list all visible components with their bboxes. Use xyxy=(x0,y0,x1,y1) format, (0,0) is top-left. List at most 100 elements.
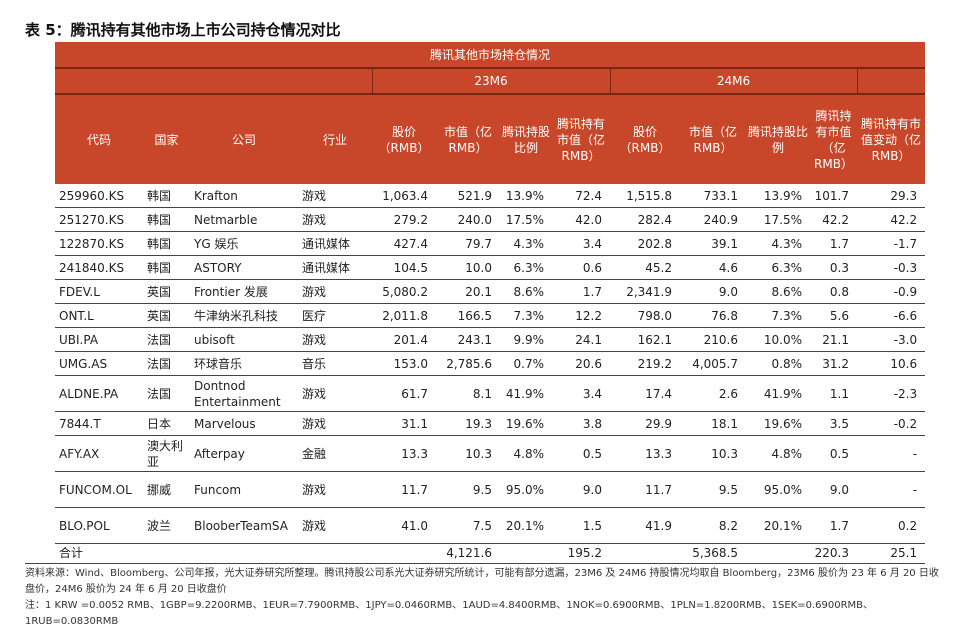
column-header: 市值（亿 RMB） xyxy=(436,94,500,184)
table-row: AFY.AX 澳大利亚 Afterpay 金融 13.3 10.3 4.8% 0.5 13.3 1… xyxy=(55,435,926,472)
table-cell: 41.9% xyxy=(746,375,810,412)
table-cell: 202.8 xyxy=(610,231,680,256)
table-cell: 法国 xyxy=(143,375,190,412)
total-cell: 195.2 xyxy=(567,546,602,560)
table-cell: 427.4 xyxy=(372,231,436,256)
table-cell: 韩国 xyxy=(143,231,190,256)
period-header-23m6: 23M6 xyxy=(371,68,611,95)
table-cell: 波兰 xyxy=(143,507,190,544)
table-cell: 122870.KS xyxy=(55,231,143,256)
table-cell: 29.3 xyxy=(857,184,926,208)
table-cell: 39.1 xyxy=(680,231,746,256)
table-cell: 澳大利亚 xyxy=(143,435,190,472)
table-cell: 72.4 xyxy=(552,184,610,208)
table-cell: 英国 xyxy=(143,279,190,304)
table-cell: 201.4 xyxy=(372,327,436,352)
table-cell: 10.0 xyxy=(436,255,500,280)
table-cell: 42.2 xyxy=(857,207,926,232)
table-row: 251270.KS 韩国 Netmarble 游戏 279.2 240.0 17.5% 42.… xyxy=(55,207,926,232)
table-cell: Krafton xyxy=(190,184,298,208)
table-row: 122870.KS 韩国 YG 娱乐 通讯媒体 427.4 79.7 4.3% 3.4 202.… xyxy=(55,231,926,256)
table-cell: 19.6% xyxy=(746,411,810,436)
table-cell: 9.0 xyxy=(680,279,746,304)
table-cell: 20.1 xyxy=(436,279,500,304)
table-cell: 5,080.2 xyxy=(372,279,436,304)
table-cell: 0.5 xyxy=(810,435,857,472)
fx-note: 注：1 KRW =0.0052 RMB、1GBP=9.2200RMB、1EUR=… xyxy=(25,600,874,627)
table-cell: 环球音乐 xyxy=(190,351,298,376)
table-cell: 0.5 xyxy=(552,435,610,472)
table-cell: 韩国 xyxy=(143,184,190,208)
table-row: 259960.KS 韩国 Krafton 游戏 1,063.4 521.9 13.9% 72.… xyxy=(55,184,926,208)
table-cell: 2.6 xyxy=(680,375,746,412)
column-header: 腾讯持股比例 xyxy=(500,94,552,184)
table-cell: 13.9% xyxy=(746,184,810,208)
column-header: 行业 xyxy=(298,94,372,184)
table-cell: 13.9% xyxy=(500,184,552,208)
table-cell: 240.9 xyxy=(680,207,746,232)
table-cell: 162.1 xyxy=(610,327,680,352)
table-cell: 10.6 xyxy=(857,351,926,376)
table-cell: YG 娱乐 xyxy=(190,231,298,256)
table-cell: 法国 xyxy=(143,327,190,352)
table-row: ONT.L 英国 牛津纳米孔科技 医疗 2,011.8 166.5 7.3% 12.2 798.… xyxy=(55,303,926,328)
table-cell: 19.6% xyxy=(500,411,552,436)
table-cell: 9.5 xyxy=(680,471,746,508)
table-cell: 13.3 xyxy=(610,435,680,472)
table-cell: 3.4 xyxy=(552,231,610,256)
table-cell: 10.3 xyxy=(436,435,500,472)
table-cell: 41.0 xyxy=(372,507,436,544)
total-cell xyxy=(372,544,436,563)
table-cell: 8.1 xyxy=(436,375,500,412)
table-cell: 241840.KS xyxy=(55,255,143,280)
total-cell xyxy=(298,544,372,563)
total-cell xyxy=(746,544,810,563)
table-cell: 42.0 xyxy=(552,207,610,232)
table-cell: 20.6 xyxy=(552,351,610,376)
table-cell: 法国 xyxy=(143,351,190,376)
table-cell: 0.7% xyxy=(500,351,552,376)
table-cell: Frontier 发展 xyxy=(190,279,298,304)
table-cell: 4.3% xyxy=(746,231,810,256)
table-cell: 9.0 xyxy=(810,471,857,508)
table-cell: 牛津纳米孔科技 xyxy=(190,303,298,328)
table-cell: 0.8 xyxy=(810,279,857,304)
table-cell: 日本 xyxy=(143,411,190,436)
table-row: 241840.KS 韩国 ASTORY 通讯媒体 104.5 10.0 6.3% 0.6 45.… xyxy=(55,255,926,280)
table-cell: 10.3 xyxy=(680,435,746,472)
table-cell: -3.0 xyxy=(857,327,926,352)
table-cell: 0.2 xyxy=(857,507,926,544)
table-cell: ONT.L xyxy=(55,303,143,328)
divider xyxy=(25,563,925,564)
total-cell: 25.1 xyxy=(890,546,918,560)
table-cell: 17.4 xyxy=(610,375,680,412)
column-header: 腾讯持有市值（亿 RMB） xyxy=(810,94,857,184)
table-cell: 42.2 xyxy=(810,207,857,232)
column-header: 股价（RMB） xyxy=(372,94,436,184)
total-row: 合计 4,121.6 195.2 5,368.5 220.3 25.1 xyxy=(55,544,925,563)
table-cell: -0.3 xyxy=(857,255,926,280)
table-cell: 733.1 xyxy=(680,184,746,208)
table-cell: UMG.AS xyxy=(55,351,143,376)
table-cell: 游戏 xyxy=(298,471,372,508)
table-row: FDEV.L 英国 Frontier 发展 游戏 5,080.2 20.1 8.6% 1.7 2… xyxy=(55,279,926,304)
table-row: BLO.POL 波兰 BlooberTeamSA 游戏 41.0 7.5 20.1% 1.5 4… xyxy=(55,507,926,544)
table-cell: 95.0% xyxy=(746,471,810,508)
table-cell: - xyxy=(857,471,926,508)
column-header: 腾讯持有市值（亿 RMB） xyxy=(552,94,610,184)
table-cell: 1,515.8 xyxy=(610,184,680,208)
table-cell: 45.2 xyxy=(610,255,680,280)
table-cell: 音乐 xyxy=(298,351,372,376)
table-cell: 游戏 xyxy=(298,327,372,352)
table-cell: 1.1 xyxy=(810,375,857,412)
column-header: 国家 xyxy=(143,94,190,184)
table-cell: ubisoft xyxy=(190,327,298,352)
table-cell: 243.1 xyxy=(436,327,500,352)
total-cell: 4,121.6 xyxy=(446,546,492,560)
table-cell: 4.8% xyxy=(746,435,810,472)
table-cell: 1,063.4 xyxy=(372,184,436,208)
table-cell: 9.9% xyxy=(500,327,552,352)
table-row: 7844.T 日本 Marvelous 游戏 31.1 19.3 19.6% 3.8 29.9 1… xyxy=(55,411,926,436)
table-cell: 12.2 xyxy=(552,303,610,328)
table-cell: 韩国 xyxy=(143,207,190,232)
